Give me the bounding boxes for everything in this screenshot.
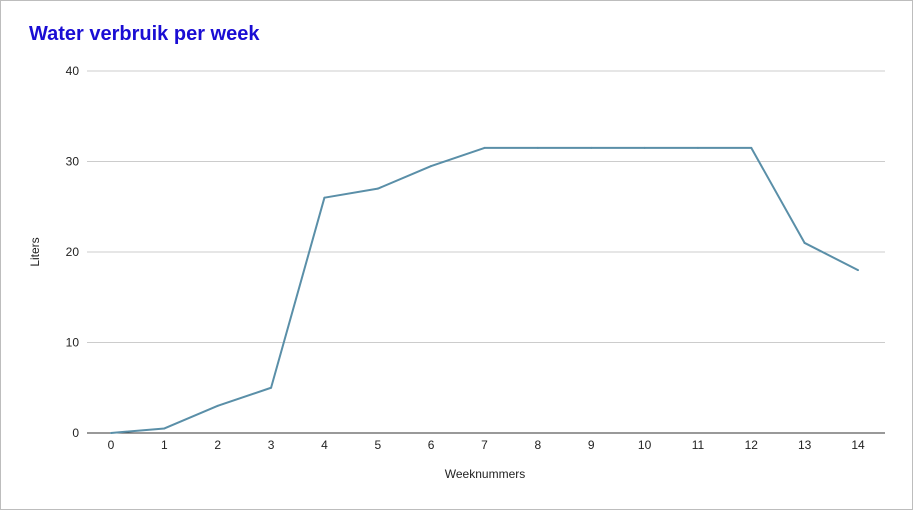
- gridlines: [87, 70, 885, 343]
- data-point: [216, 404, 219, 407]
- x-tick-label: 14: [851, 438, 865, 452]
- series-group: [110, 146, 859, 434]
- data-point: [270, 386, 273, 389]
- data-point: [430, 165, 433, 168]
- x-tick-label: 0: [108, 438, 115, 452]
- y-tick-labels: 0 10 20 30 40: [66, 64, 80, 440]
- data-point: [110, 432, 112, 434]
- y-axis-label: Liters: [28, 237, 42, 266]
- x-tick-label: 7: [481, 438, 488, 452]
- data-point: [323, 196, 326, 199]
- x-tick-label: 9: [588, 438, 595, 452]
- x-tick-label: 13: [798, 438, 812, 452]
- x-axis-label: Weeknummers: [445, 467, 525, 481]
- x-tick-label: 5: [374, 438, 381, 452]
- data-point: [163, 427, 166, 430]
- x-tick-label: 10: [638, 438, 652, 452]
- data-point: [857, 269, 859, 272]
- x-tick-label: 3: [268, 438, 275, 452]
- data-point: [643, 146, 646, 149]
- series-line: [110, 146, 859, 434]
- data-point: [750, 146, 753, 149]
- x-tick-label: 2: [214, 438, 221, 452]
- x-tick-label: 1: [161, 438, 168, 452]
- data-point: [376, 187, 379, 190]
- data-point: [536, 146, 539, 149]
- chart-title: Water verbruik per week: [29, 23, 260, 45]
- data-point: [696, 146, 699, 149]
- data-point: [483, 146, 486, 149]
- x-tick-label: 4: [321, 438, 328, 452]
- y-tick-label: 20: [66, 245, 80, 259]
- x-tick-label: 11: [692, 438, 705, 452]
- y-tick-label: 0: [72, 426, 79, 440]
- y-tick-label: 30: [66, 155, 80, 169]
- data-point: [590, 146, 593, 149]
- data-point: [803, 241, 806, 244]
- x-tick-label: 6: [428, 438, 435, 452]
- y-tick-label: 40: [66, 64, 80, 78]
- x-tick-label: 8: [535, 438, 542, 452]
- x-tick-label: 12: [745, 438, 759, 452]
- x-tick-labels: 0 1 2 3 4 5 6 7 8 9 10 11 12 13 14: [108, 438, 865, 452]
- y-tick-label: 10: [66, 336, 80, 350]
